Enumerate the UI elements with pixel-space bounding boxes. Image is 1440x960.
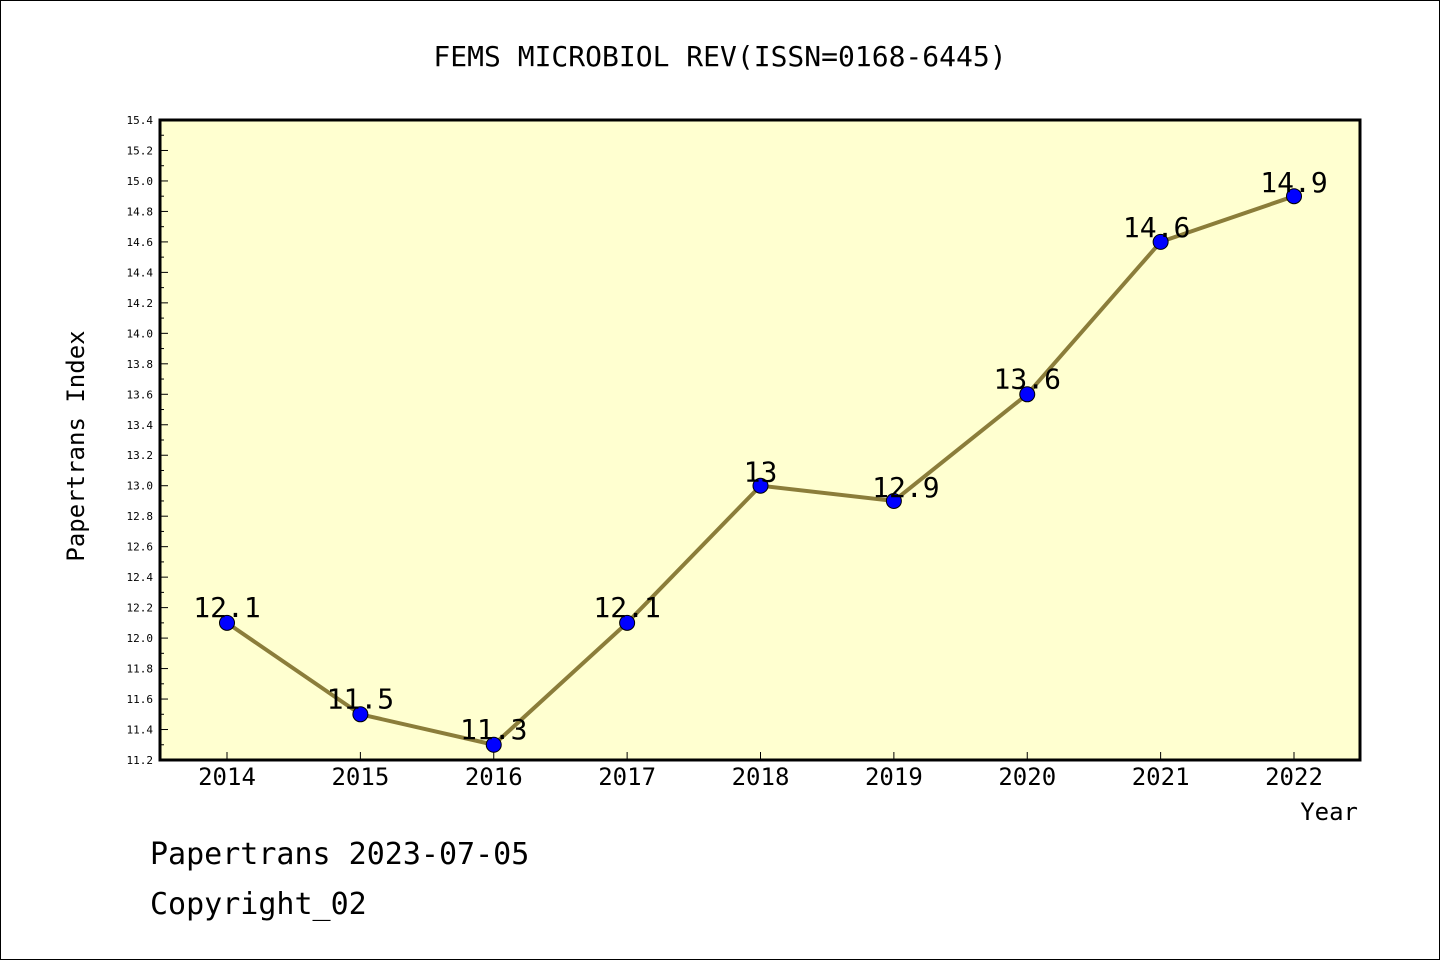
y-axis-title: Papertrans Index: [62, 330, 90, 561]
y-tick-label: 14.0: [127, 327, 154, 340]
y-tick-label: 14.8: [127, 205, 154, 218]
y-tick-label: 12.2: [127, 602, 154, 615]
x-tick-label: 2018: [732, 763, 790, 791]
data-labels-group: 12.1 11.5 11.3 12.1 13 12.9 13.6 14.6 14.9: [193, 166, 1327, 746]
data-point: [752, 477, 769, 494]
x-axis-title: Year: [1300, 798, 1358, 826]
footer-copyright: Copyright_02: [150, 887, 367, 922]
x-tick-label: 2019: [865, 763, 923, 791]
data-point: [485, 736, 502, 753]
data-point: [885, 492, 902, 509]
data-label: 14.6: [1123, 211, 1190, 244]
y-tick-label: 14.4: [127, 266, 154, 279]
y-tick-label: 14.6: [127, 236, 154, 249]
x-tick-label: 2020: [998, 763, 1056, 791]
data-point: [1019, 386, 1036, 403]
y-tick-label: 11.6: [127, 693, 154, 706]
data-label: 12.1: [193, 591, 260, 624]
y-tick-label: 14.2: [127, 297, 154, 310]
y-tick-label: 12.8: [127, 510, 154, 523]
data-label: 12.1: [593, 591, 660, 624]
x-axis: 2014 2015 2016 2017 2018 2019 2020 2021 2022: [198, 752, 1323, 791]
y-tick-label: 15.4: [127, 114, 154, 127]
y-tick-label: 13.8: [127, 358, 154, 371]
x-tick-label: 2016: [465, 763, 523, 791]
data-label: 14.9: [1260, 166, 1327, 199]
x-tick-label: 2022: [1265, 763, 1323, 791]
data-point: [619, 614, 636, 631]
y-tick-label: 11.4: [127, 724, 154, 737]
y-tick-label: 12.0: [127, 632, 154, 645]
plot-area: [158, 118, 1362, 762]
data-label: 13.6: [994, 362, 1061, 395]
x-tick-label: 2021: [1132, 763, 1190, 791]
data-point: [1152, 233, 1169, 250]
data-point: [219, 614, 235, 631]
x-tick-label: 2014: [198, 763, 256, 791]
footer-date: Papertrans 2023-07-05: [150, 837, 529, 872]
data-label: 11.3: [460, 713, 527, 746]
chart-title: FEMS MICROBIOL REV(ISSN=0168-6445): [433, 40, 1006, 73]
y-tick-label: 15.0: [127, 175, 154, 188]
y-tick-label: 11.2: [127, 754, 154, 767]
x-tick-label: 2015: [331, 763, 389, 791]
data-label: 13: [744, 456, 778, 489]
y-tick-label: 13.0: [127, 480, 154, 493]
y-tick-label: 15.2: [127, 144, 154, 157]
y-tick-label: 12.6: [127, 541, 154, 554]
series-points-group: [219, 188, 1302, 753]
data-point: [1286, 188, 1302, 205]
y-tick-label: 13.2: [127, 449, 154, 462]
y-tick-label: 12.4: [127, 571, 154, 584]
y-tick-label: 11.8: [127, 663, 154, 676]
x-tick-label: 2017: [598, 763, 656, 791]
y-tick-label: 13.6: [127, 388, 154, 401]
data-label: 12.9: [872, 471, 939, 504]
y-tick-label: 13.4: [127, 419, 154, 432]
data-label: 11.5: [327, 682, 394, 715]
y-axis: 11.2 11.4 11.6 11.8 12.0 12.2 12.4 12.6 12.8 13.0…: [127, 114, 168, 767]
data-point: [352, 706, 369, 723]
